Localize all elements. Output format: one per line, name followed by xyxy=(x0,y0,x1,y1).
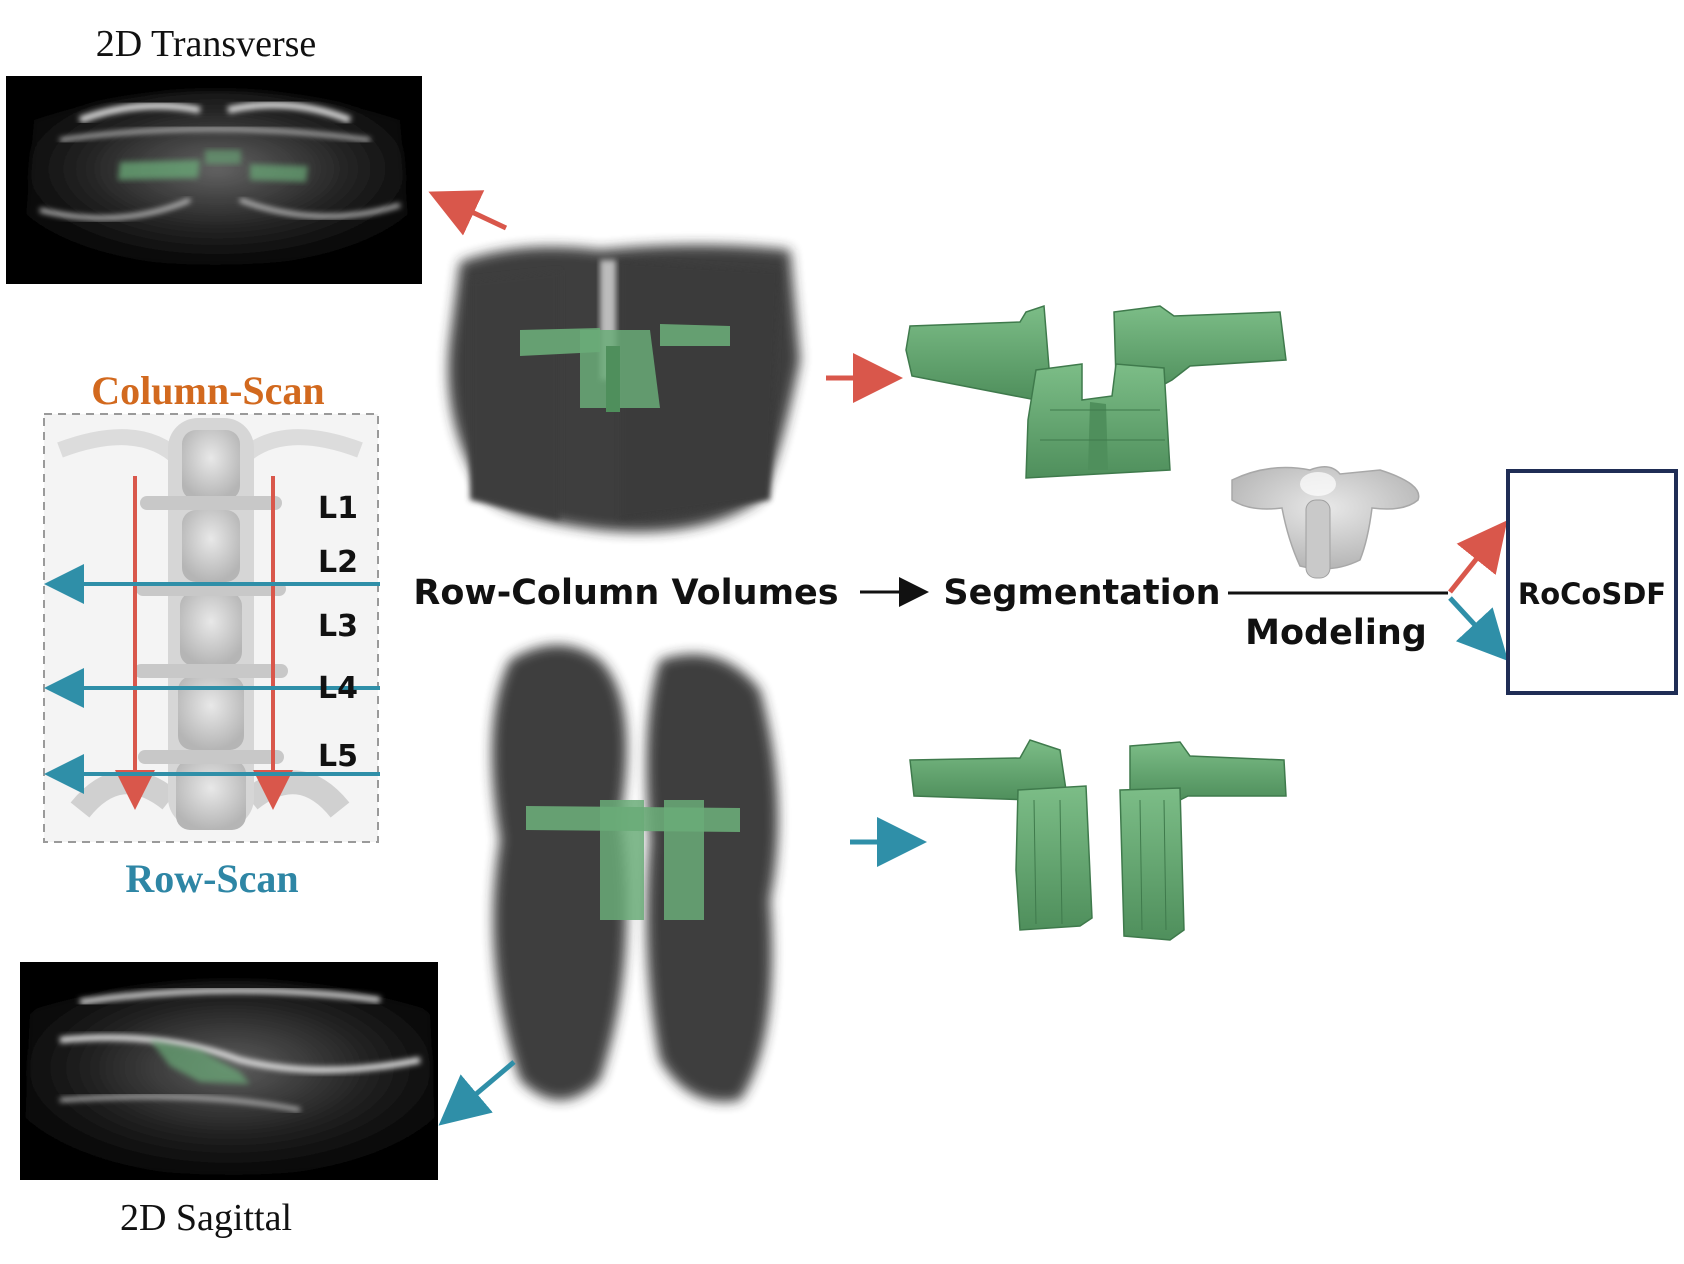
rocosdf-box xyxy=(1506,469,1678,695)
column-scan-label: Column-Scan xyxy=(91,368,324,413)
arrow-modeling-to-output-upper xyxy=(1448,520,1508,594)
level-label-l1: L1 xyxy=(318,491,358,526)
ultrasound-transverse-image xyxy=(6,76,422,284)
row-column-volumes-label: Row-Column Volumes xyxy=(413,573,838,613)
modeling-label: Modeling xyxy=(1245,613,1427,653)
vertebra-mesh-model xyxy=(1231,466,1420,579)
segmentation-label: Segmentation xyxy=(943,573,1220,613)
lumbar-spine-image xyxy=(43,413,379,843)
column-segmentation-mesh xyxy=(905,304,1287,479)
sagittal-title: 2D Sagittal xyxy=(120,1197,292,1239)
row-segmentation-mesh xyxy=(909,739,1287,941)
column-scan-volume-render xyxy=(448,245,800,532)
rocosdf-label: RoCoSDF xyxy=(1518,577,1666,611)
level-label-l2: L2 xyxy=(318,545,358,580)
level-label-l4: L4 xyxy=(318,671,358,706)
arrow-to-transverse xyxy=(428,190,508,236)
row-scan-label: Row-Scan xyxy=(125,856,298,901)
level-label-l3: L3 xyxy=(318,609,358,644)
level-label-l5: L5 xyxy=(318,739,358,774)
row-scan-volume-render xyxy=(492,645,778,1102)
arrow-modeling-to-output-lower xyxy=(1448,596,1509,662)
arrow-to-sagittal xyxy=(438,1060,516,1126)
ultrasound-sagittal-image xyxy=(20,962,438,1180)
transverse-title: 2D Transverse xyxy=(96,23,317,65)
